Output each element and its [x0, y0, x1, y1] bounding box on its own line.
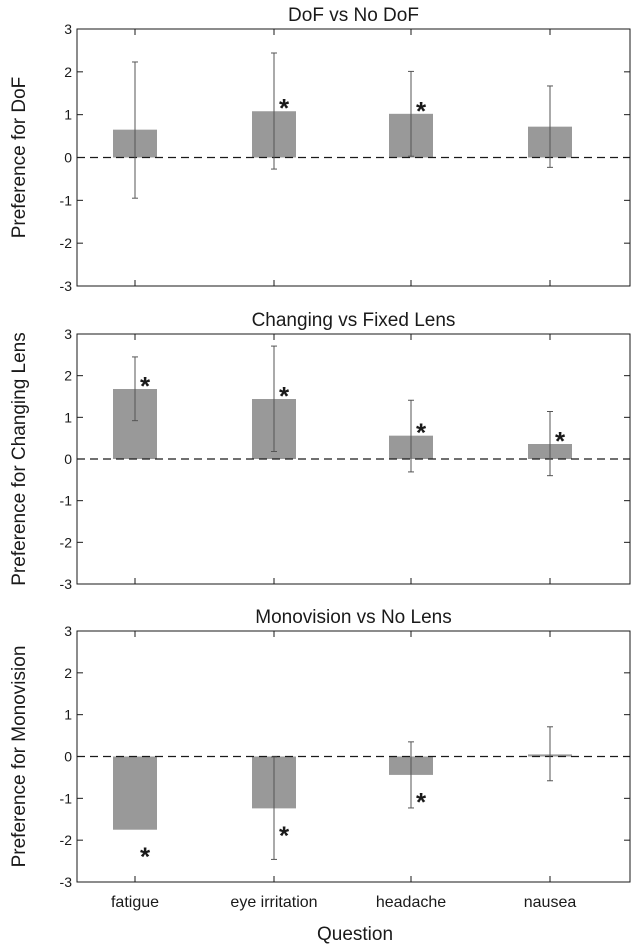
y-tick-label: -3: [60, 874, 73, 890]
y-tick-label: 2: [64, 665, 72, 681]
chart-panel-2: Changing vs Fixed Lens Preference for Cha…: [9, 310, 631, 592]
y-tick-label: 0: [64, 749, 72, 765]
y-tick-label: 3: [64, 623, 72, 639]
y-tick-label: -2: [60, 235, 73, 251]
significance-star: *: [279, 93, 290, 123]
significance-star: *: [555, 426, 566, 456]
chart-panel-1: DoF vs No DoF Preference for DoF -3 -2 -1 0 1 2…: [9, 5, 631, 294]
y-tick-label: 1: [64, 707, 72, 723]
y-tick-label: -1: [60, 192, 73, 208]
y-tick-label: 1: [64, 107, 72, 123]
chart-title: Changing vs Fixed Lens: [252, 310, 456, 331]
x-tick-label: fatigue: [111, 894, 159, 911]
significance-star: *: [416, 418, 427, 448]
chart-title: DoF vs No DoF: [288, 5, 419, 26]
x-tick-label: nausea: [524, 894, 577, 911]
chart-title: Monovision vs No Lens: [255, 607, 451, 628]
significance-star: *: [416, 787, 427, 817]
y-tick-label: 3: [64, 21, 72, 37]
y-tick-label: 3: [64, 326, 72, 342]
bar-fatigue: [113, 756, 157, 830]
y-tick-label: 1: [64, 409, 72, 425]
x-tick-label: headache: [376, 894, 446, 911]
significance-star: *: [279, 820, 290, 850]
significance-star: *: [140, 842, 151, 872]
y-axis-label: Preference for Changing Lens: [9, 332, 30, 586]
significance-star: *: [416, 96, 427, 126]
y-tick-label: -2: [60, 534, 73, 550]
y-axis-label: Preference for Monovision: [9, 646, 30, 868]
y-axis-label: Preference for DoF: [9, 77, 30, 239]
y-tick-label: -2: [60, 832, 73, 848]
y-tick-label: -3: [60, 278, 73, 294]
significance-star: *: [140, 371, 151, 401]
y-tick-label: 2: [64, 368, 72, 384]
x-axis-label: Question: [317, 924, 393, 945]
y-tick-label: -1: [60, 790, 73, 806]
significance-star: *: [279, 381, 290, 411]
x-tick-label: eye irritation: [230, 894, 317, 911]
y-tick-label: -1: [60, 493, 73, 509]
y-tick-label: 0: [64, 150, 72, 166]
y-tick-label: 2: [64, 64, 72, 80]
y-tick-label: 0: [64, 451, 72, 467]
y-tick-label: -3: [60, 576, 73, 592]
chart-panel-3: Monovision vs No Lens Preference for Mono…: [9, 607, 631, 911]
